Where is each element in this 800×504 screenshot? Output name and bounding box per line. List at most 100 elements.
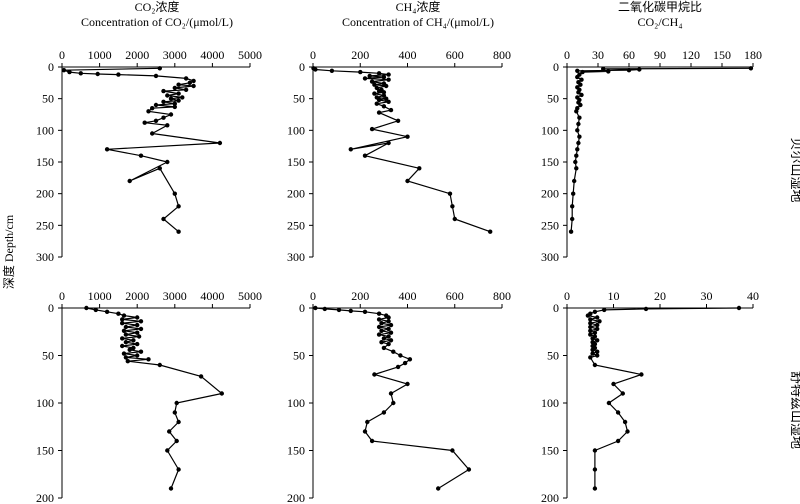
- y-tick-label: 100: [541, 396, 559, 410]
- y-tick-label: 0: [299, 60, 305, 74]
- data-point: [592, 330, 598, 335]
- data-point: [639, 372, 644, 377]
- data-point: [575, 128, 580, 133]
- data-point: [570, 204, 575, 209]
- data-point: [172, 101, 177, 106]
- data-point: [379, 328, 384, 333]
- data-point: [120, 317, 125, 322]
- data-point: [78, 71, 84, 76]
- x-tick-label: 600: [446, 289, 464, 303]
- data-point: [595, 315, 600, 320]
- x-tick-label: 10: [608, 289, 620, 303]
- x-tick-label: 5000: [238, 289, 262, 303]
- data-point: [592, 448, 598, 453]
- data-point: [123, 324, 129, 330]
- col-title-en-ch4: Concentration of CH₄/(μmol/L): [342, 15, 494, 29]
- data-point: [180, 95, 185, 100]
- data-point: [313, 305, 318, 311]
- x-tick-label: 4000: [200, 48, 224, 62]
- data-point: [376, 88, 382, 94]
- y-tick-label: 200: [36, 187, 54, 201]
- y-tick-label: 250: [36, 218, 54, 232]
- x-tick-label: 4000: [200, 289, 224, 303]
- data-point: [362, 153, 368, 158]
- data-point: [590, 336, 595, 341]
- data-point: [386, 341, 391, 347]
- col-title-en-co2: Concentration of CO₂/(μmol/L): [81, 15, 233, 29]
- data-point: [165, 93, 170, 98]
- data-point: [579, 92, 584, 98]
- y-tick-label: 50: [293, 349, 305, 363]
- data-point: [386, 77, 391, 82]
- data-point: [592, 309, 598, 314]
- data-point: [575, 74, 580, 80]
- data-point: [592, 486, 598, 491]
- data-point: [588, 328, 593, 333]
- data-point: [187, 80, 192, 86]
- data-point: [576, 140, 581, 146]
- data-point: [580, 69, 585, 75]
- data-point: [595, 353, 600, 358]
- data-point: [121, 313, 127, 318]
- data-point: [374, 101, 379, 106]
- data-point: [138, 326, 144, 332]
- data-point: [138, 153, 144, 158]
- data-point: [146, 109, 151, 114]
- data-point: [153, 73, 159, 79]
- data-point: [736, 305, 742, 311]
- data-point: [592, 467, 598, 472]
- data-point: [329, 68, 335, 74]
- data-point: [168, 112, 174, 117]
- data-point: [588, 332, 593, 337]
- data-point: [601, 66, 606, 72]
- data-point: [576, 121, 581, 127]
- data-point: [407, 357, 413, 362]
- x-tick-label: 1000: [88, 48, 112, 62]
- x-tick-label: 2000: [125, 289, 149, 303]
- data-point: [217, 140, 223, 146]
- y-tick-label: 100: [287, 123, 305, 137]
- data-point: [381, 336, 387, 341]
- data-point: [595, 322, 600, 328]
- data-point: [104, 147, 110, 152]
- data-point: [376, 332, 382, 337]
- data-point: [748, 66, 754, 71]
- data-point: [172, 85, 177, 91]
- x-tick-label: 30: [701, 289, 713, 303]
- data-point: [348, 147, 353, 152]
- data-point: [138, 319, 144, 324]
- x-tick-label: 800: [493, 48, 511, 62]
- data-point: [376, 324, 382, 330]
- y-tick-label: 200: [541, 187, 559, 201]
- data-point: [165, 448, 170, 453]
- data-point: [161, 99, 166, 105]
- data-point: [157, 362, 162, 368]
- x-tick-label: 1000: [88, 289, 112, 303]
- data-point: [131, 345, 136, 351]
- x-tick-label: 0: [59, 48, 65, 62]
- x-tick-label: 20: [654, 289, 666, 303]
- data-point: [157, 66, 162, 71]
- data-point: [135, 315, 140, 320]
- data-point: [637, 67, 642, 72]
- data-point: [643, 306, 649, 312]
- col-title-cn-ch4: CH₄浓度: [396, 0, 441, 14]
- x-tick-label: 400: [399, 48, 417, 62]
- data-point: [372, 372, 377, 377]
- y-tick-label: 0: [553, 60, 559, 74]
- data-point: [577, 115, 582, 120]
- y-tick-label: 200: [541, 491, 559, 504]
- data-point: [447, 191, 453, 196]
- data-point: [176, 82, 181, 87]
- data-point: [391, 400, 396, 406]
- panels: 0 1000 2000 3000 4000 50000501001502002503000…: [36, 48, 762, 504]
- data-point: [369, 126, 375, 132]
- data-point: [615, 438, 621, 444]
- data-point: [622, 419, 628, 425]
- data-point: [150, 131, 155, 136]
- data-point: [381, 74, 387, 80]
- data-point: [358, 69, 363, 75]
- data-point: [466, 467, 472, 472]
- data-point: [625, 429, 630, 434]
